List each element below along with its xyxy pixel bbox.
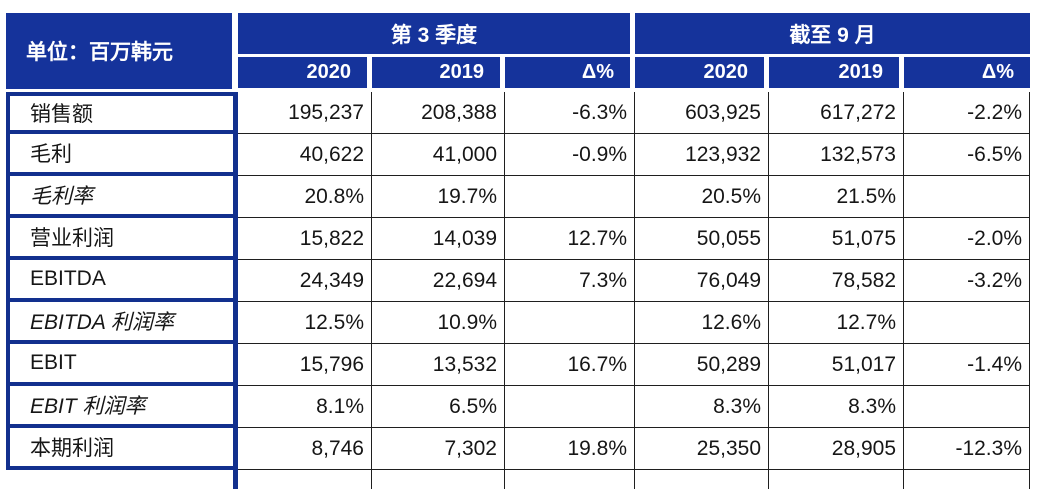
row-label-operating-profit: 营业利润 — [6, 218, 238, 260]
row-label-ebit-margin: EBIT 利润率 — [6, 386, 238, 428]
row-label-gross-margin: 毛利率 — [6, 176, 238, 218]
financial-results-table: 单位：百万韩元 第 3 季度 截至 9 月 2020 2019 Δ% 2020 … — [6, 13, 1030, 489]
value-cell: -6.3% — [505, 92, 635, 134]
value-cell: 12.6% — [635, 302, 769, 344]
value-cell: 6.5% — [372, 386, 505, 428]
row-label-net-profit: 本期利润 — [6, 428, 238, 470]
value-cell: 13,532 — [372, 344, 505, 386]
row-label-ebitda-margin: EBITDA 利润率 — [6, 302, 238, 344]
value-cell: -2.2% — [904, 92, 1030, 134]
value-cell: 12.5% — [238, 302, 372, 344]
value-cell: 15,822 — [238, 218, 372, 260]
value-cell: 208,388 — [372, 92, 505, 134]
value-cell: -6.5% — [904, 134, 1030, 176]
value-cell: 51,017 — [769, 344, 904, 386]
value-cell — [904, 176, 1030, 218]
group-header-ytd: 截至 9 月 — [635, 13, 1030, 57]
value-cell: -2.0% — [904, 218, 1030, 260]
value-cell: 8.1% — [238, 386, 372, 428]
value-cell: -12.3% — [904, 428, 1030, 470]
value-cell: 123,932 — [635, 134, 769, 176]
row-label-ebitda: EBITDA — [6, 260, 238, 302]
value-cell — [505, 176, 635, 218]
value-cell: -3.2% — [904, 260, 1030, 302]
value-cell: 24,349 — [238, 260, 372, 302]
value-cell — [505, 386, 635, 428]
partial-row-cell — [372, 470, 505, 489]
value-cell: 617,272 — [769, 92, 904, 134]
partial-row-cell — [904, 470, 1030, 489]
value-cell: 14,039 — [372, 218, 505, 260]
row-label-gross-profit: 毛利 — [6, 134, 238, 176]
value-cell: 19.8% — [505, 428, 635, 470]
col-header-q3-2020: 2020 — [238, 57, 372, 92]
value-cell: 28,905 — [769, 428, 904, 470]
value-cell: 22,694 — [372, 260, 505, 302]
value-cell: 132,573 — [769, 134, 904, 176]
value-cell: 41,000 — [372, 134, 505, 176]
partial-row-cell — [238, 470, 372, 489]
value-cell: 76,049 — [635, 260, 769, 302]
value-cell — [904, 386, 1030, 428]
value-cell: 7,302 — [372, 428, 505, 470]
value-cell: 40,622 — [238, 134, 372, 176]
col-header-q3-2019: 2019 — [372, 57, 505, 92]
value-cell — [505, 302, 635, 344]
value-cell: 8.3% — [769, 386, 904, 428]
value-cell: 50,289 — [635, 344, 769, 386]
partial-row-cell — [505, 470, 635, 489]
value-cell: 8,746 — [238, 428, 372, 470]
value-cell: 16.7% — [505, 344, 635, 386]
partial-row-cell — [769, 470, 904, 489]
value-cell: 8.3% — [635, 386, 769, 428]
col-header-ytd-2020: 2020 — [635, 57, 769, 92]
unit-header-cell: 单位：百万韩元 — [6, 13, 238, 92]
value-cell: 12.7% — [769, 302, 904, 344]
value-cell: 7.3% — [505, 260, 635, 302]
row-label-ebit: EBIT — [6, 344, 238, 386]
value-cell: 12.7% — [505, 218, 635, 260]
row-label-sales: 销售额 — [6, 92, 238, 134]
value-cell: 25,350 — [635, 428, 769, 470]
col-header-ytd-delta: Δ% — [904, 57, 1030, 92]
value-cell: 15,796 — [238, 344, 372, 386]
group-header-q3: 第 3 季度 — [238, 13, 635, 57]
value-cell: 19.7% — [372, 176, 505, 218]
value-cell: 195,237 — [238, 92, 372, 134]
value-cell: 10.9% — [372, 302, 505, 344]
value-cell: -1.4% — [904, 344, 1030, 386]
value-cell: -0.9% — [505, 134, 635, 176]
value-cell — [904, 302, 1030, 344]
value-cell: 603,925 — [635, 92, 769, 134]
value-cell: 50,055 — [635, 218, 769, 260]
partial-row-cell — [635, 470, 769, 489]
value-cell: 21.5% — [769, 176, 904, 218]
value-cell: 20.8% — [238, 176, 372, 218]
value-cell: 51,075 — [769, 218, 904, 260]
partial-row-label-cell — [6, 470, 238, 489]
value-cell: 20.5% — [635, 176, 769, 218]
col-header-ytd-2019: 2019 — [769, 57, 904, 92]
col-header-q3-delta: Δ% — [505, 57, 635, 92]
value-cell: 78,582 — [769, 260, 904, 302]
